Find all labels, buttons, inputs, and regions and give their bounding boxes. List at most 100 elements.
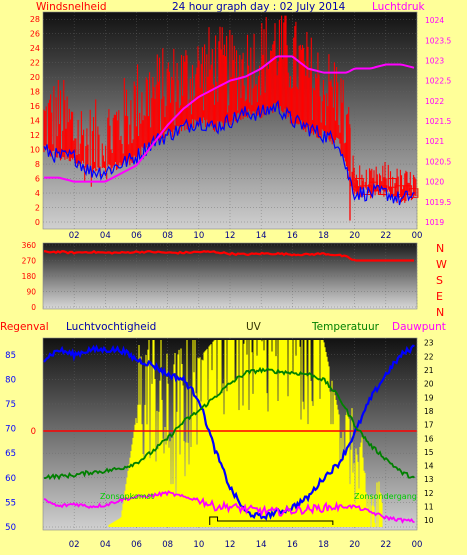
humidity-tick-label: 75 — [5, 400, 16, 410]
humidity-line — [43, 344, 415, 521]
direction-tick-label: 270 — [22, 257, 37, 266]
wind-tick-label: 0 — [35, 218, 40, 227]
compass-label: W — [436, 258, 447, 271]
dewpoint-label: Dauwpunt — [392, 321, 446, 333]
header-title: 24 hour graph day : 02 July 2014 — [172, 1, 346, 13]
panel-wind — [43, 15, 419, 221]
pressure-tick-label: 1023 — [425, 56, 444, 65]
x-tick-label-p1: 18 — [318, 231, 329, 241]
wind-tick-label: 20 — [30, 73, 40, 82]
wind-tick-label: 22 — [30, 59, 40, 68]
pressure-tick-label: 1019.5 — [425, 198, 451, 207]
rain-label: Regenval — [0, 321, 49, 333]
wind-tick-label: 8 — [35, 160, 40, 169]
x-tick-label-p1: 02 — [69, 231, 80, 241]
x-tick-label-p1: 16 — [287, 231, 298, 241]
wind-average-line — [43, 100, 415, 206]
x-tick-label-p3: 14 — [256, 540, 267, 550]
pressure-tick-label: 1021.5 — [425, 117, 451, 126]
panel-border — [42, 337, 418, 531]
x-tick-label-p3: 22 — [380, 540, 391, 550]
pressure-tick-label: 1022.5 — [425, 77, 451, 86]
dewpoint-line — [43, 490, 415, 524]
temperature-tick-label: 18 — [424, 407, 434, 416]
pressure-tick-label: 1020.5 — [425, 157, 451, 166]
x-tick-label-p1: 20 — [349, 231, 360, 241]
pressure-tick-label: 1023.5 — [425, 36, 451, 45]
humidity-tick-label: 50 — [5, 523, 16, 533]
direction-tick-label: 0 — [31, 303, 36, 312]
x-tick-label-p1: 22 — [380, 231, 391, 241]
humidity-tick-label: 55 — [5, 498, 16, 508]
compass-label: S — [436, 274, 443, 287]
sunrise-label: Zonsopkomst — [100, 492, 154, 501]
x-tick-label-p1: 08 — [162, 231, 173, 241]
direction-line — [43, 249, 414, 262]
wind-tick-label: 18 — [30, 88, 40, 97]
rain-zero-label: 0 — [31, 427, 36, 437]
wind-step — [387, 178, 397, 188]
header-pressure-label: Luchtdruk — [372, 1, 426, 13]
direction-tick-label: 90 — [26, 288, 36, 297]
wind-tick-label: 10 — [30, 146, 40, 155]
direction-tick-label: 360 — [22, 241, 37, 250]
humidity-tick-label: 80 — [5, 375, 16, 385]
x-tick-label-p3: 04 — [100, 540, 111, 550]
temperature-tick-label: 15 — [424, 448, 434, 457]
x-tick-label-p1: 12 — [225, 231, 236, 241]
x-tick-label-p1: 14 — [256, 231, 267, 241]
pressure-tick-label: 1019 — [425, 218, 444, 227]
wind-tick-label: 24 — [30, 44, 40, 53]
temperature-tick-label: 20 — [424, 380, 434, 389]
wind-tick-label: 12 — [30, 131, 40, 140]
x-tick-label-p3: 06 — [131, 540, 142, 550]
pressure-tick-label: 1020 — [425, 178, 444, 187]
x-tick-label-p3: 16 — [287, 540, 298, 550]
pressure-tick-label: 1021 — [425, 137, 444, 146]
x-tick-label-p3: 10 — [193, 540, 204, 550]
x-tick-label-p1: 06 — [131, 231, 142, 241]
header-wind-label: Windsnelheid — [36, 1, 107, 13]
compass-label: N — [436, 306, 444, 319]
humidity-tick-label: 60 — [5, 474, 16, 484]
wind-tick-label: 2 — [35, 204, 40, 213]
pressure-line — [44, 55, 415, 183]
wind-tick-label: 28 — [30, 15, 40, 24]
compass-label: E — [436, 290, 443, 303]
temperature-tick-label: 21 — [424, 366, 434, 375]
x-tick-label-p3: 02 — [69, 540, 80, 550]
temperature-label: Temperatuur — [311, 321, 380, 333]
temperature-tick-label: 23 — [424, 339, 434, 348]
humidity-label: Luchtvochtigheid — [66, 321, 156, 333]
compass-label: N — [436, 242, 444, 255]
humidity-tick-label: 70 — [5, 425, 16, 435]
temperature-tick-label: 14 — [424, 462, 434, 471]
wind-step — [409, 188, 419, 198]
temperature-tick-label: 19 — [424, 393, 434, 402]
uv-label: UV — [246, 321, 262, 333]
wind-tick-label: 16 — [30, 102, 40, 111]
panel-direction — [43, 249, 414, 262]
panel-border — [42, 11, 418, 230]
panel-climate — [43, 340, 417, 527]
temperature-tick-label: 16 — [424, 434, 434, 443]
panel-border — [42, 242, 418, 310]
direction-tick-label: 180 — [22, 272, 37, 281]
wind-tick-label: 4 — [35, 189, 40, 198]
x-tick-label-p3: 08 — [162, 540, 173, 550]
wind-tick-label: 26 — [30, 30, 40, 39]
temperature-tick-label: 10 — [424, 516, 434, 525]
wind-tick-label: 6 — [35, 175, 40, 184]
temperature-tick-label: 17 — [424, 421, 434, 430]
pressure-tick-label: 1024 — [425, 16, 444, 25]
x-tick-label-p1: 04 — [100, 231, 111, 241]
temperature-line — [43, 366, 416, 481]
x-tick-label-p3: 20 — [349, 540, 360, 550]
temperature-tick-label: 11 — [424, 503, 434, 512]
humidity-tick-label: 65 — [5, 449, 16, 459]
x-tick-label-p1: 00 — [412, 231, 423, 241]
wind-tick-label: 14 — [30, 117, 40, 126]
axes: 0202040406060808101012121414161618182020… — [5, 11, 451, 550]
